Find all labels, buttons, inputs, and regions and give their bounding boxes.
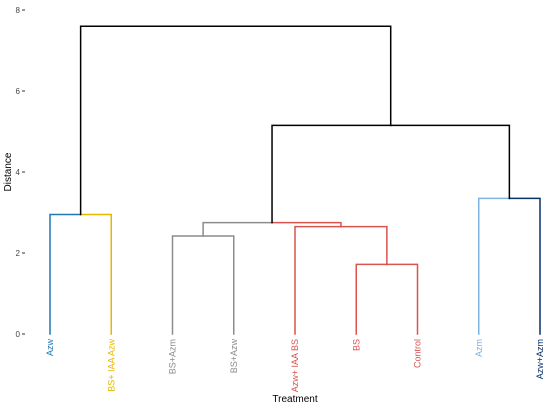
y-tick-label: 0 bbox=[16, 330, 21, 339]
branch-m_yellow-right bbox=[79, 213, 112, 335]
leaf-label: BS+Azm bbox=[168, 339, 178, 374]
branch-m_yellow-left bbox=[49, 213, 82, 335]
y-tick-label: 6 bbox=[16, 87, 21, 96]
dendrogram-branches bbox=[49, 25, 541, 335]
y-tick-label: 2 bbox=[16, 249, 21, 258]
branch-m_bs_control-left bbox=[355, 263, 388, 335]
x-axis-title: Treatment bbox=[272, 394, 317, 405]
y-axis-title: Distance bbox=[3, 152, 14, 191]
leaf-label: BS+ IAA Azw bbox=[106, 339, 116, 392]
branch-m_right-left bbox=[271, 124, 392, 224]
branch-m_grey-right bbox=[202, 235, 235, 335]
branch-m_root-left bbox=[79, 25, 237, 216]
y-tick-label: 8 bbox=[16, 6, 21, 15]
leaf-label: BS bbox=[351, 339, 361, 351]
branch-m_bs_control-right bbox=[386, 263, 419, 335]
branch-m_mid-right bbox=[271, 221, 342, 228]
leaf-label: Azm bbox=[474, 339, 484, 357]
y-axis: 0 2 4 6 8 bbox=[16, 6, 25, 339]
y-tick-label: 4 bbox=[16, 168, 21, 177]
leaf-label: BS+Azw bbox=[229, 339, 239, 374]
leaf-label: Azw+ IAA BS bbox=[290, 339, 300, 392]
branch-m_red-left bbox=[294, 225, 342, 335]
branch-m_blue-left bbox=[478, 197, 511, 335]
leaf-label: Control bbox=[413, 339, 423, 368]
leaf-label: Azw bbox=[45, 339, 55, 357]
branch-m_grey-left bbox=[171, 235, 204, 335]
branch-m_right-right bbox=[389, 124, 511, 200]
branch-m_blue-right bbox=[508, 197, 541, 335]
branch-m_mid-left bbox=[202, 221, 273, 237]
leaf-label: Azw+Azm bbox=[535, 339, 545, 379]
branch-m_root-right bbox=[234, 25, 392, 127]
leaf-labels: Azw BS+ IAA Azw BS+Azm BS+Azw Azw+ IAA BS BS C… bbox=[45, 339, 545, 393]
branch-m_red-right bbox=[340, 225, 388, 266]
